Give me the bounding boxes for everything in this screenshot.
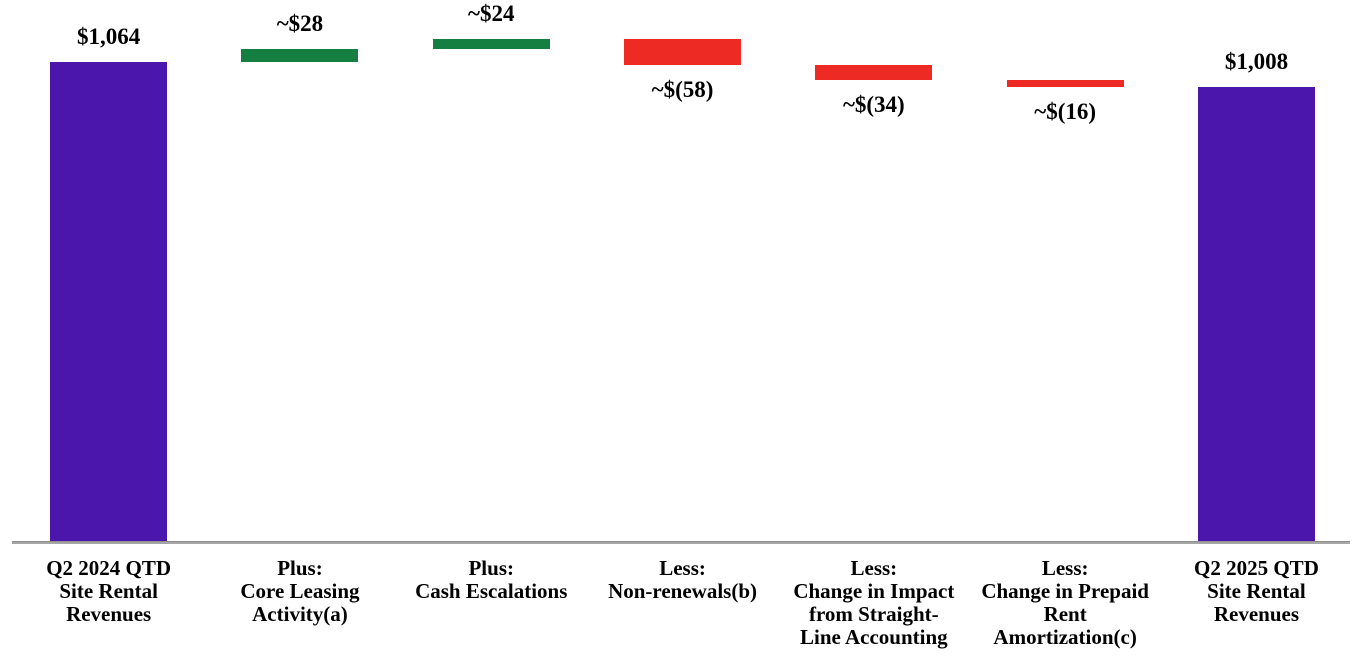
bar-value-label: $1,064 bbox=[77, 24, 141, 49]
waterfall-column-q2-2024: $1,064 Q2 2024 QTD Site Rental Revenues bbox=[13, 0, 204, 672]
bar-value-label: ~$(34) bbox=[842, 92, 905, 117]
waterfall-column-prepaid-rent: ~$(16) Less: Change in Prepaid Rent Amor… bbox=[970, 0, 1161, 672]
waterfall-column-core-leasing: ~$28 Plus: Core Leasing Activity(a) bbox=[204, 0, 395, 672]
category-label: Plus: Core Leasing Activity(a) bbox=[240, 556, 360, 626]
category-label: Less: Change in Prepaid Rent Amortizatio… bbox=[981, 556, 1149, 649]
category-label: Plus: Cash Escalations bbox=[415, 556, 568, 603]
category-label: Less: Change in Impact from Straight- Li… bbox=[793, 556, 955, 649]
waterfall-column-q2-2025: $1,008 Q2 2025 QTD Site Rental Revenues bbox=[1161, 0, 1352, 672]
category-label: Less: Non-renewals(b) bbox=[608, 556, 758, 603]
waterfall-column-non-renewals: ~$(58) Less: Non-renewals(b) bbox=[587, 0, 778, 672]
decrease-bar-non-renewals bbox=[624, 38, 742, 65]
category-label: Q2 2025 QTD Site Rental Revenues bbox=[1194, 556, 1319, 626]
waterfall-column-cash-escalations: ~$24 Plus: Cash Escalations bbox=[396, 0, 587, 672]
bar-value-label: ~$(16) bbox=[1034, 99, 1097, 125]
increase-bar-cash-escalations bbox=[432, 38, 550, 50]
decrease-bar-prepaid-rent bbox=[1006, 80, 1124, 88]
total-bar-q2-2024 bbox=[50, 62, 168, 541]
decrease-bar-straight-line bbox=[815, 64, 933, 80]
x-axis-line bbox=[12, 541, 1350, 544]
total-bar-q2-2025 bbox=[1197, 87, 1315, 541]
increase-bar-core-leasing bbox=[241, 49, 359, 62]
category-label: Q2 2024 QTD Site Rental Revenues bbox=[46, 556, 172, 626]
bar-value-label: ~$28 bbox=[276, 11, 324, 37]
waterfall-column-straight-line: ~$(34) Less: Change in Impact from Strai… bbox=[778, 0, 969, 672]
bar-value-label: $1,008 bbox=[1224, 49, 1289, 75]
bar-value-label: ~$24 bbox=[468, 0, 515, 26]
bar-value-label: ~$(58) bbox=[651, 76, 714, 102]
